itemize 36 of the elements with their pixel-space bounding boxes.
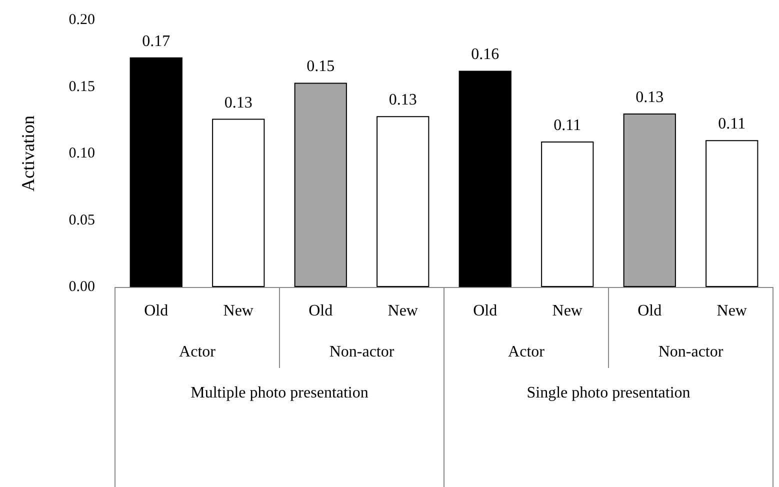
x-tick-label: Old — [473, 302, 498, 320]
x-tick-label: New — [388, 302, 418, 320]
data-label: 0.11 — [554, 116, 582, 134]
x-tick-label: Old — [638, 302, 662, 320]
data-label: 0.15 — [306, 58, 335, 76]
bar — [130, 57, 182, 287]
text: Single photo presentation — [526, 384, 690, 402]
data-label: 0.17 — [142, 32, 170, 50]
y-tick-label: 0.10 — [68, 146, 95, 162]
x-tick-label: New — [552, 302, 583, 320]
data-label: 0.11 — [718, 116, 746, 133]
bar — [376, 116, 430, 287]
data-label: 0.13 — [636, 88, 664, 106]
y-tick-label: 0.20 — [68, 12, 95, 28]
y-tick-label: 0.00 — [68, 279, 95, 295]
bar — [706, 140, 758, 287]
text: Non-actor — [658, 344, 724, 360]
y-axis-title: Activation — [18, 116, 38, 192]
y-tick-label: 0.15 — [68, 78, 95, 95]
text: Actor — [508, 344, 546, 360]
text: Actor — [179, 344, 216, 360]
data-label: 0.13 — [224, 94, 252, 112]
text: Non-actor — [329, 344, 395, 360]
x-tick-label: New — [716, 302, 748, 320]
bar — [623, 113, 676, 287]
bar — [541, 141, 594, 287]
bar — [458, 70, 512, 287]
text: Multiple photo presentation — [190, 384, 368, 402]
bar — [294, 82, 347, 287]
bar — [212, 118, 265, 287]
data-label: 0.13 — [388, 92, 417, 109]
x-tick-label: Old — [144, 302, 168, 320]
x-tick-label: Old — [308, 302, 333, 320]
y-tick-label: 0.05 — [68, 212, 95, 228]
x-tick-label: New — [223, 302, 254, 320]
data-label: 0.16 — [471, 46, 500, 64]
